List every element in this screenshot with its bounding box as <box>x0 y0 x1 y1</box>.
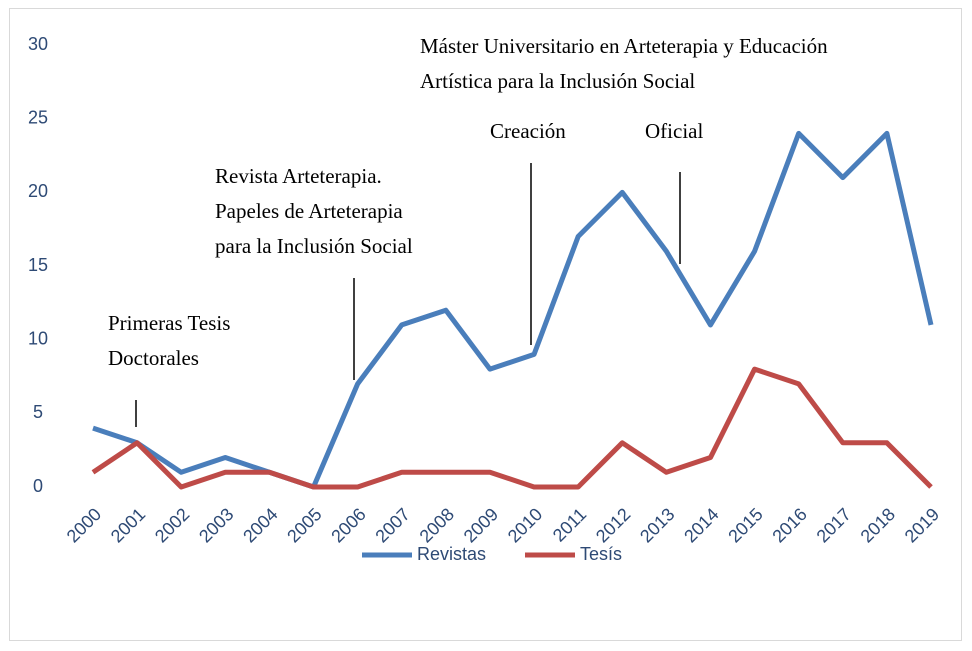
legend-label: Revistas <box>417 544 486 564</box>
y-tick-label: 20 <box>28 181 48 201</box>
annotation: Primeras Tesis <box>108 311 230 335</box>
y-tick-label: 15 <box>28 255 48 275</box>
annotation: Papeles de Arteterapia <box>215 199 403 223</box>
y-tick-label: 10 <box>28 328 48 348</box>
annotation: Revista Arteterapia. <box>215 164 382 188</box>
y-tick-label: 30 <box>28 34 48 54</box>
annotation: Creación <box>490 119 566 143</box>
annotation: Máster Universitario en Arteterapia y Ed… <box>420 34 828 58</box>
annotation: Oficial <box>645 119 703 143</box>
y-tick-label: 5 <box>33 402 43 422</box>
annotation: Doctorales <box>108 346 199 370</box>
series-line <box>92 130 934 490</box>
y-tick-label: 0 <box>33 476 43 496</box>
series-line <box>91 366 933 490</box>
annotation: Artística para la Inclusión Social <box>420 69 695 93</box>
y-tick-label: 25 <box>28 107 48 127</box>
legend-label: Tesís <box>580 544 622 564</box>
chart-frame <box>9 8 962 641</box>
annotation: para la Inclusión Social <box>215 234 413 258</box>
